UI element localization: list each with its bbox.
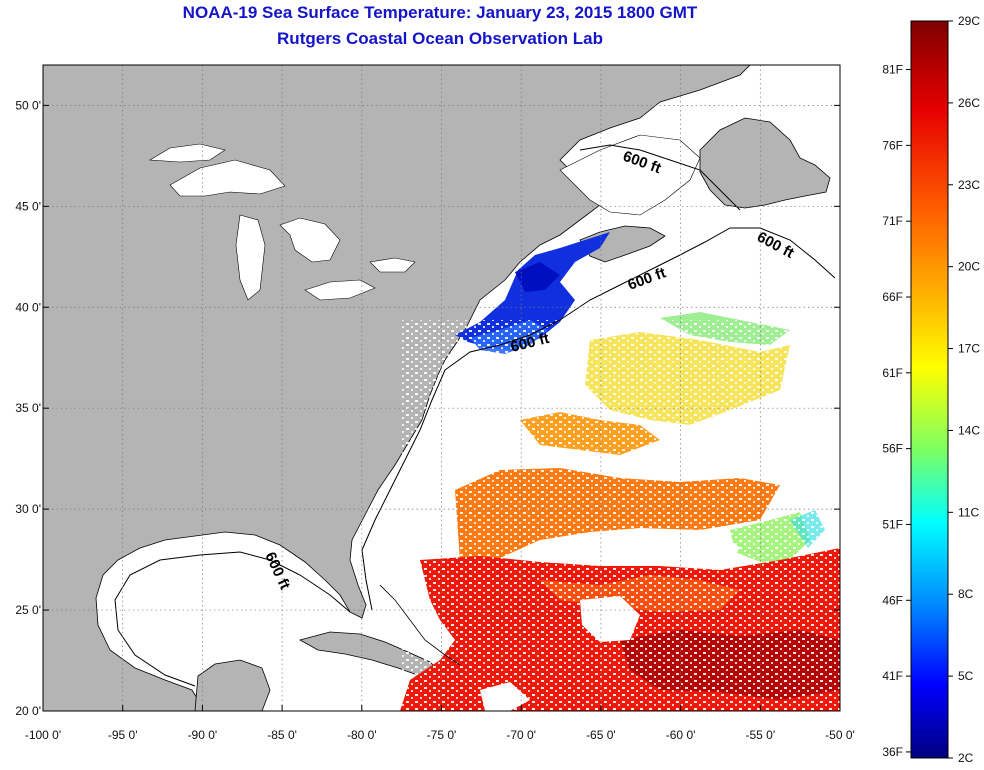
isobath-600ft-canada: [579, 144, 741, 211]
colorbar-f-label: 56F: [882, 442, 903, 456]
x-tick-label: -55 0': [745, 728, 775, 742]
y-tick-label: 20 0': [15, 704, 41, 718]
map-layers: [43, 65, 840, 711]
colorbar-c-label: 8C: [958, 587, 974, 601]
colorbar-f-label: 51F: [882, 517, 903, 531]
colorbar-c-label: 2C: [958, 751, 974, 765]
y-tick-label: 40 0': [15, 300, 41, 314]
x-tick-label: -85 0': [267, 728, 297, 742]
x-tick-label: -70 0': [506, 728, 536, 742]
y-tick-label: 25 0': [15, 603, 41, 617]
isobath-600ft-gulf: [114, 551, 351, 687]
isobath-600ft-southeast: [361, 369, 446, 611]
map-subtitle: Rutgers Coastal Ocean Observation Lab: [277, 29, 603, 48]
colorbar: [910, 20, 949, 759]
x-tick-label: -80 0': [347, 728, 377, 742]
y-tick-label: 45 0': [15, 199, 41, 213]
colorbar-f-label: 66F: [882, 290, 903, 304]
latitude-axis: 50 0' 45 0' 40 0' 35 0' 30 0' 25 0' 20 0': [15, 98, 840, 718]
cloud-speckle: [400, 320, 840, 711]
map-title: NOAA-19 Sea Surface Temperature: January…: [182, 3, 698, 22]
newfoundland-land: [699, 117, 831, 209]
colorbar-f-label: 36F: [882, 745, 903, 759]
x-tick-label: -90 0': [188, 728, 218, 742]
bahamas-bank: [379, 584, 461, 666]
cloud-gap: [480, 682, 530, 711]
colorbar-c-label: 23C: [958, 178, 980, 192]
st-lawrence-water: [559, 134, 701, 216]
colorbar-c-label: 29C: [958, 14, 980, 28]
x-tick-label: -75 0': [427, 728, 457, 742]
colorbar-f-label: 81F: [882, 63, 903, 77]
x-tick-label: -65 0': [586, 728, 616, 742]
x-tick-label: -95 0': [108, 728, 138, 742]
x-tick-label: -60 0': [666, 728, 696, 742]
colorbar-c-label: 20C: [958, 260, 980, 274]
longitude-axis: -100 0' -95 0' -90 0' -85 0' -80 0' -75 0' -70…: [25, 705, 855, 742]
sst-cape-cod-cold: [515, 262, 560, 292]
isobath-600ft-atlantic: [444, 227, 836, 371]
y-tick-label: 30 0': [15, 502, 41, 516]
colorbar-f-label: 61F: [882, 366, 903, 380]
colorbar-c-label: 5C: [958, 669, 974, 683]
colorbar-f-label: 41F: [882, 669, 903, 683]
colorbar-c-label: 17C: [958, 342, 980, 356]
cloud-gap: [690, 532, 740, 568]
colorbar-ticks: 29C 26C 23C 20C 17C 14C 11C 8C 5C 2C 81F 76F 71F 66F 6…: [882, 14, 980, 765]
y-tick-label: 35 0': [15, 401, 41, 415]
x-tick-label: -100 0': [25, 728, 61, 742]
colorbar-c-label: 26C: [958, 96, 980, 110]
cloud-gap: [580, 596, 640, 642]
colorbar-f-label: 71F: [882, 214, 903, 228]
y-tick-label: 50 0': [15, 98, 41, 112]
colorbar-c-label: 14C: [958, 423, 980, 437]
x-tick-label: -50 0': [825, 728, 855, 742]
yucatan-land: [194, 659, 271, 711]
colorbar-c-label: 11C: [958, 505, 979, 519]
colorbar-f-label: 46F: [882, 593, 903, 607]
great-lakes: [149, 143, 416, 301]
colorbar-f-label: 76F: [882, 138, 903, 152]
